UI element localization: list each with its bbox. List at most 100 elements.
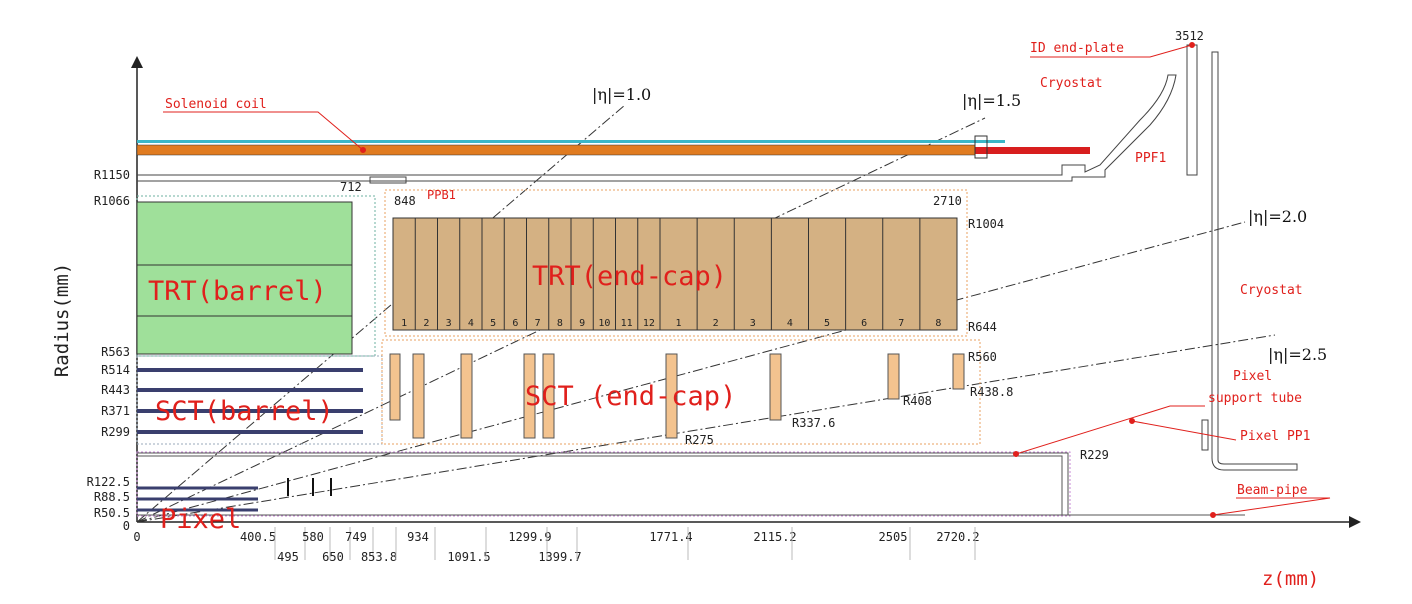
component-label: ID end-plate (1030, 41, 1124, 56)
radius-label: R337.6 (792, 416, 835, 430)
eta-label: |η|=1.0 (592, 85, 651, 104)
radius-label: R1150 (94, 168, 130, 182)
radius-labels: R1150 R1066 R563 R514 R443 R371 R299 R12… (87, 168, 130, 533)
z-label: 2710 (933, 194, 962, 208)
z-label: 1091.5 (447, 550, 490, 564)
radius-label: R88.5 (94, 490, 130, 504)
component-label: Pixel (1233, 369, 1272, 384)
trt-wheel-number: 1 (676, 318, 682, 329)
component-label: Solenoid coil (165, 97, 267, 112)
z-label: 749 (345, 530, 367, 544)
solenoid-end (975, 147, 1090, 154)
radius-label: R563 (101, 345, 130, 359)
trt-wheel-number: 6 (512, 318, 518, 329)
leader (1030, 44, 1193, 58)
trt-wheel-number: 9 (579, 318, 585, 329)
ppb1-bracket (369, 176, 407, 184)
z-label: 580 (302, 530, 324, 544)
sct-disk (952, 353, 965, 390)
radius-label: R443 (101, 383, 130, 397)
radius-label: R514 (101, 363, 130, 377)
sct-disk (523, 353, 536, 439)
labels: Radius(mm) z(mm) |η|=1.0 |η|=1.5 |η|=2.0… (51, 29, 1327, 590)
trt-wheel-number: 3 (446, 318, 452, 329)
trt-wheel-number: 8 (935, 318, 941, 329)
component-label: Pixel PP1 (1240, 429, 1310, 444)
radius-label: R299 (101, 425, 130, 439)
z-label: 1399.7 (538, 550, 581, 564)
sct-barrel (137, 368, 363, 434)
trt-barrel (136, 201, 353, 355)
sct-disk (769, 353, 782, 421)
radius-label: R275 (685, 433, 714, 447)
radius-label: R50.5 (94, 506, 130, 520)
z-label: 495 (277, 550, 299, 564)
eta-line (136, 104, 626, 523)
z-label: 1771.4 (649, 530, 692, 544)
radius-label: 0 (123, 519, 130, 533)
pixel-envelope (136, 451, 1071, 517)
x-axis-label: z(mm) (1262, 568, 1319, 590)
radius-label: R644 (968, 320, 997, 334)
radius-label: R229 (1080, 448, 1109, 462)
leader (163, 111, 364, 151)
sct-disk (665, 353, 678, 439)
trt-wheel-number: 8 (557, 318, 563, 329)
leader-dot (1189, 42, 1195, 48)
z-label: 0 (133, 530, 140, 544)
leader-dot (1129, 418, 1135, 424)
radius-label: R438.8 (970, 385, 1013, 399)
annotation-line (163, 42, 1331, 518)
support-tube (137, 452, 1245, 516)
leader-dot (360, 147, 366, 153)
component-label: TRT(end-cap) (532, 261, 727, 292)
y-axis-label: Radius(mm) (51, 263, 73, 377)
radius-label: R371 (101, 404, 130, 418)
z-label: 712 (340, 180, 362, 194)
component-label: PPF1 (1135, 151, 1166, 166)
trt-wheel-number: 10 (598, 318, 610, 329)
leader (1015, 405, 1205, 455)
trt-wheel-number: 2 (713, 318, 719, 329)
radius-label: R408 (903, 394, 932, 408)
component-label: Beam-pipe (1237, 483, 1308, 498)
z-label: 934 (407, 530, 429, 544)
z-label: 2720.2 (936, 530, 979, 544)
sct-endcap (389, 353, 965, 439)
leader (1131, 420, 1237, 441)
component-label: Cryostat (1240, 283, 1303, 298)
z-label: 848 (394, 194, 416, 208)
sct-disk (887, 353, 900, 400)
sct-disk (412, 353, 425, 439)
trt-wheel-number: 5 (824, 318, 830, 329)
trt-wheel-number: 11 (621, 318, 633, 329)
pixel-pp1 (1201, 419, 1209, 451)
eta-label: |η|=2.5 (1268, 345, 1327, 364)
z-label: 1299.9 (508, 530, 551, 544)
cryostat-right (1211, 51, 1298, 471)
pixel-support-tube (137, 452, 1069, 515)
id-end-plate (1186, 44, 1198, 176)
solenoid-coil (136, 144, 976, 156)
trt-wheel-number: 5 (490, 318, 496, 329)
component-label: SCT (end-cap) (525, 381, 736, 412)
component-label: Pixel (160, 504, 241, 535)
trt-wheel-number: 12 (643, 318, 655, 329)
sct-disk (460, 353, 473, 439)
trt-barrel-module (136, 201, 353, 355)
cryostat-wall (137, 74, 1177, 182)
solenoid (136, 135, 1090, 159)
sct-disk (542, 353, 555, 439)
radius-label: R1004 (968, 217, 1004, 231)
pixel (137, 478, 332, 512)
leader-dot (1210, 512, 1216, 518)
eta-line (136, 221, 1246, 523)
trt-wheel-number: 7 (898, 318, 904, 329)
trt-wheel-number: 2 (423, 318, 429, 329)
radius-label: R122.5 (87, 475, 130, 489)
trt-wheel-number: 4 (468, 318, 474, 329)
radius-label: R1066 (94, 194, 130, 208)
eta-label: |η|=2.0 (1248, 207, 1307, 226)
